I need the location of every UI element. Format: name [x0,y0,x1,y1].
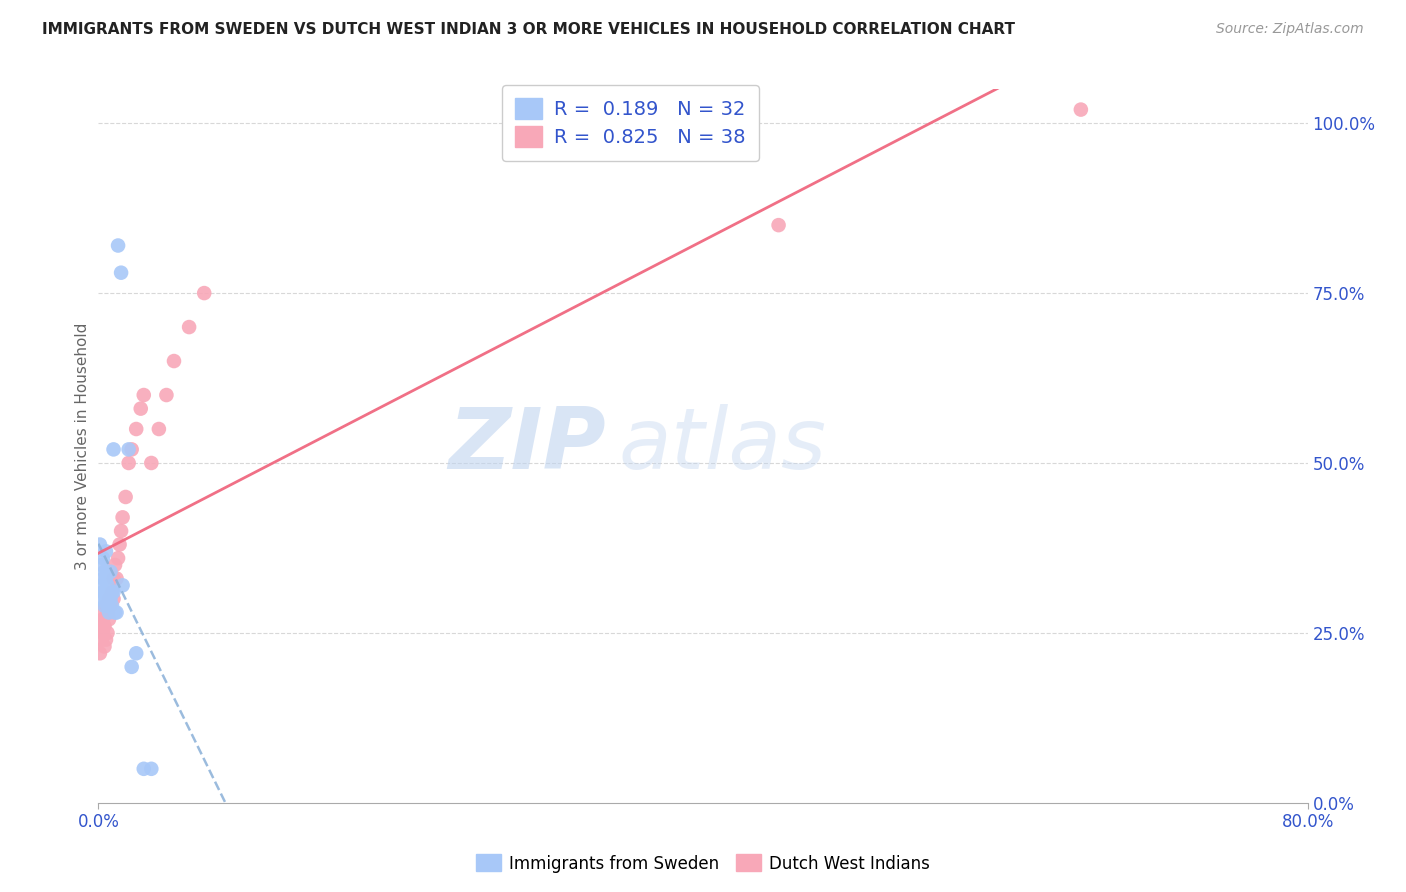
Point [101,599,124,613]
Point [107,238,129,252]
Point [163,354,186,368]
Point [101,585,124,599]
Point [110,524,132,538]
Point [132,762,155,776]
Point [90,632,112,647]
Text: atlas: atlas [619,404,827,488]
Point [94,544,117,558]
Point [121,660,143,674]
Legend: R =  0.189   N = 32, R =  0.825   N = 38: R = 0.189 N = 32, R = 0.825 N = 38 [502,85,759,161]
Point [148,422,170,436]
Point [104,558,127,572]
Point [100,591,122,606]
Point [94,591,117,606]
Point [94,599,117,613]
Point [118,456,141,470]
Point [89,537,111,551]
Point [125,422,148,436]
Point [93,565,115,579]
Point [90,578,112,592]
Point [179,320,201,334]
Point [155,388,177,402]
Text: IMMIGRANTS FROM SWEDEN VS DUTCH WEST INDIAN 3 OR MORE VEHICLES IN HOUSEHOLD CORR: IMMIGRANTS FROM SWEDEN VS DUTCH WEST IND… [42,22,1015,37]
Point [125,646,148,660]
Point [89,619,111,633]
Point [129,401,152,416]
Point [94,572,117,586]
Point [89,591,111,606]
Point [103,591,125,606]
Point [98,612,121,626]
Point [93,640,115,654]
Point [768,218,790,232]
Point [121,442,143,457]
Point [107,551,129,566]
Point [91,585,114,599]
Point [89,646,111,660]
Y-axis label: 3 or more Vehicles in Household: 3 or more Vehicles in Household [75,322,90,570]
Point [100,599,122,613]
Point [103,442,125,457]
Point [101,585,124,599]
Point [96,578,118,592]
Point [100,565,122,579]
Point [132,388,155,402]
Point [90,558,112,572]
Point [98,591,121,606]
Point [114,490,136,504]
Point [96,626,118,640]
Point [111,510,134,524]
Point [93,619,115,633]
Point [108,537,131,551]
Point [118,442,141,457]
Point [1070,103,1092,117]
Point [103,585,125,599]
Point [94,632,117,647]
Point [96,606,118,620]
Legend: Immigrants from Sweden, Dutch West Indians: Immigrants from Sweden, Dutch West India… [470,847,936,880]
Point [90,606,112,620]
Point [103,572,125,586]
Point [105,606,128,620]
Text: ZIP: ZIP [449,404,606,488]
Point [105,572,128,586]
Point [141,762,163,776]
Point [96,599,118,613]
Point [91,572,114,586]
Point [98,591,121,606]
Text: Source: ZipAtlas.com: Source: ZipAtlas.com [1216,22,1364,37]
Point [111,578,134,592]
Point [104,606,127,620]
Point [91,612,114,626]
Point [91,626,114,640]
Point [110,266,132,280]
Point [93,599,115,613]
Point [141,456,163,470]
Point [193,286,215,301]
Point [91,551,114,566]
Point [98,606,121,620]
